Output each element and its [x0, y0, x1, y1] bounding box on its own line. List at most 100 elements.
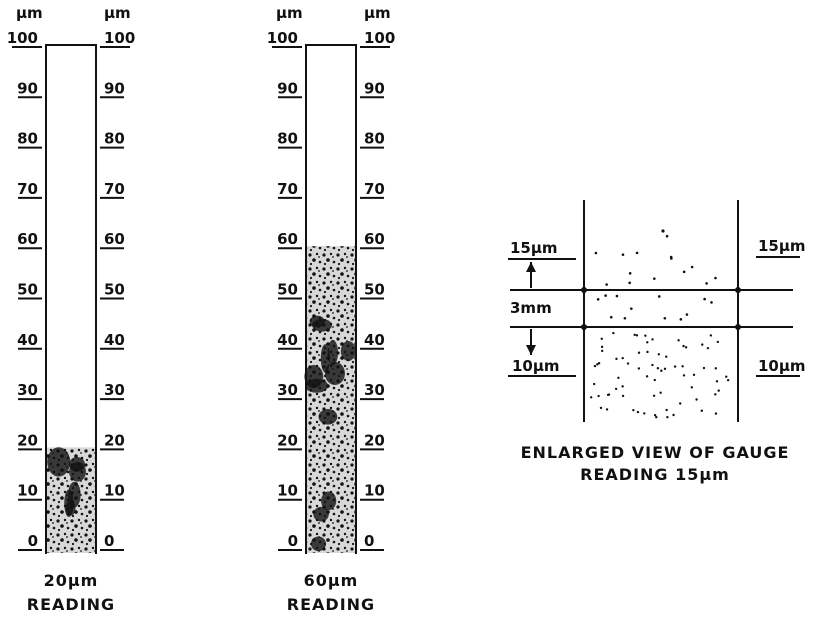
scale-label: 10 — [104, 482, 125, 500]
particle — [665, 355, 668, 358]
scale-label: 50 — [17, 281, 38, 299]
scale-label: 0 — [288, 532, 298, 550]
unit: μm — [16, 4, 43, 22]
particle — [677, 339, 680, 342]
blob — [313, 506, 329, 522]
particle — [614, 387, 618, 391]
particle — [661, 229, 665, 233]
scale-label: 80 — [364, 130, 385, 148]
particle — [653, 414, 657, 417]
blob — [312, 318, 332, 332]
particle — [630, 307, 633, 310]
particle — [600, 337, 603, 341]
label: 3mm — [510, 299, 552, 317]
particle — [714, 393, 717, 396]
particle — [635, 251, 639, 255]
particle — [637, 367, 641, 370]
particle — [632, 408, 635, 412]
arrow-head — [526, 262, 536, 272]
particle — [703, 297, 706, 301]
particle — [599, 406, 603, 410]
label: 15μm — [510, 239, 558, 257]
particle — [655, 415, 658, 419]
scale-label: 0 — [28, 532, 38, 550]
blob — [318, 408, 338, 425]
particle — [690, 265, 694, 269]
particle — [633, 333, 636, 337]
scale-label: 30 — [104, 381, 125, 399]
particle — [651, 338, 654, 341]
particle — [684, 346, 688, 349]
particle — [666, 415, 669, 419]
particle — [679, 318, 683, 321]
particle — [621, 253, 625, 256]
scale-label: 40 — [364, 331, 385, 349]
scale-label: 0 — [364, 532, 374, 550]
scale-label: 40 — [17, 331, 38, 349]
particle — [681, 365, 684, 368]
particle — [714, 412, 718, 415]
scale-label: 70 — [277, 180, 298, 198]
scale-label: 70 — [104, 180, 125, 198]
particle — [665, 408, 668, 412]
blob — [47, 447, 71, 477]
arrow-head — [526, 345, 536, 355]
particle — [609, 315, 613, 319]
label: 10μm — [512, 357, 560, 375]
tube — [45, 44, 97, 554]
scale-label: 40 — [104, 331, 125, 349]
particle — [615, 357, 618, 361]
scale-label: 30 — [364, 381, 385, 399]
caption: 60μm — [304, 571, 359, 590]
particle — [597, 362, 601, 365]
particle — [705, 282, 708, 285]
scale-label: 10 — [277, 482, 298, 500]
particle — [605, 283, 608, 286]
particle — [714, 276, 717, 280]
unit: μm — [276, 4, 303, 22]
particle — [672, 413, 675, 417]
caption: 20μm — [44, 571, 99, 590]
particle — [652, 394, 656, 398]
scale-label: 60 — [277, 230, 298, 248]
particle — [592, 382, 596, 386]
particle — [605, 408, 609, 411]
scale-label: 80 — [17, 130, 38, 148]
scale-label: 90 — [277, 79, 298, 97]
joint — [735, 287, 741, 293]
particle — [594, 251, 598, 255]
scale-label: 0 — [104, 532, 114, 550]
label: 10μm — [758, 357, 806, 375]
particle — [637, 351, 641, 354]
particle — [646, 350, 649, 354]
particle — [593, 364, 597, 368]
particle — [643, 412, 646, 415]
particle — [665, 234, 669, 238]
scale-label: 90 — [17, 79, 38, 97]
blob — [69, 461, 87, 482]
scale-label: 100 — [267, 29, 298, 47]
particle — [653, 277, 656, 280]
particles — [589, 229, 730, 419]
scale-label: 20 — [277, 431, 298, 449]
particle — [597, 394, 600, 398]
particle — [682, 374, 686, 377]
scale-label: 60 — [364, 230, 385, 248]
particle — [659, 391, 662, 394]
particle — [682, 270, 686, 274]
blob — [321, 491, 337, 511]
joint — [581, 287, 587, 293]
scale-label: 100 — [104, 29, 135, 47]
blob — [304, 365, 324, 388]
particle — [685, 313, 689, 316]
scale-label: 60 — [17, 230, 38, 248]
particle — [604, 294, 607, 297]
particle — [645, 375, 649, 378]
scale-label: 50 — [104, 281, 125, 299]
particle — [702, 366, 706, 370]
particle — [709, 334, 713, 337]
particle — [621, 385, 624, 388]
particle — [589, 396, 593, 399]
scale-label: 60 — [104, 230, 125, 248]
